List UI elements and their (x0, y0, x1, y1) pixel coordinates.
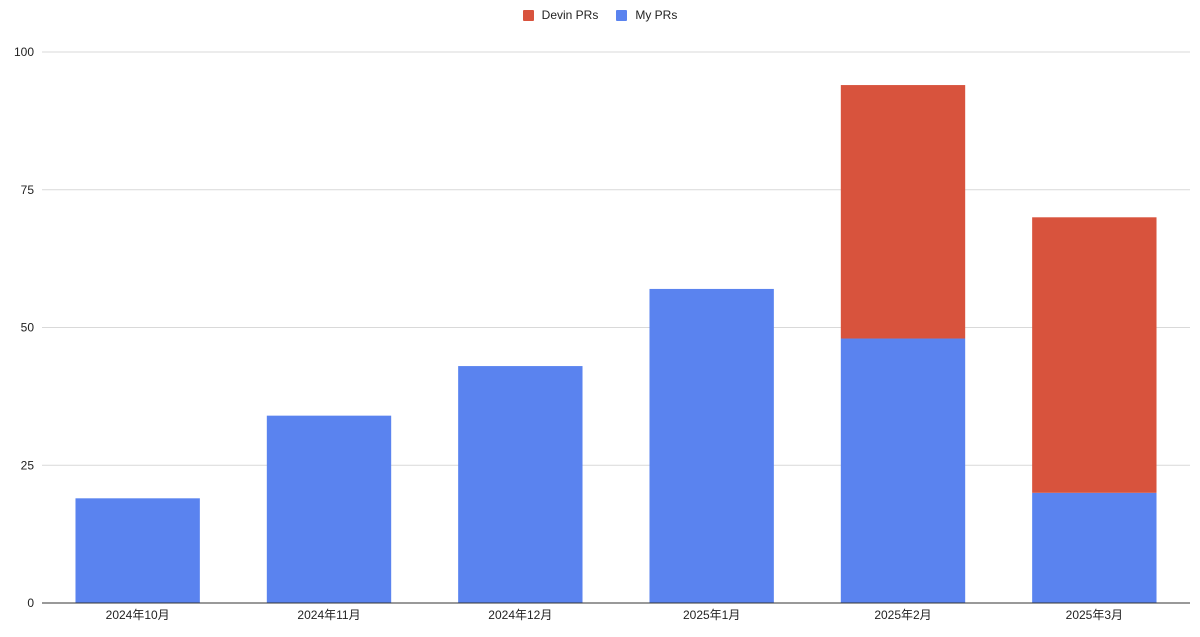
legend-label-my-prs: My PRs (635, 8, 678, 22)
legend-label-devin-prs: Devin PRs (541, 8, 599, 22)
y-tick-label: 50 (21, 321, 35, 335)
legend: Devin PRs My PRs (0, 8, 1200, 22)
y-tick-label: 100 (14, 45, 34, 59)
bar-my-prs (458, 366, 583, 603)
x-tick-label: 2025年3月 (1066, 608, 1123, 622)
x-tick-label: 2025年2月 (874, 608, 931, 622)
x-tick-label: 2024年11月 (297, 608, 360, 622)
legend-item-my-prs: My PRs (616, 8, 677, 22)
y-tick-label: 25 (21, 458, 35, 472)
legend-swatch-devin-prs (522, 9, 534, 21)
bar-my-prs (1032, 492, 1157, 603)
x-tick-label: 2025年1月 (683, 608, 740, 622)
legend-item-devin-prs: Devin PRs (522, 8, 599, 22)
bar-devin-prs (1032, 217, 1157, 493)
x-tick-label: 2024年10月 (106, 608, 170, 622)
y-tick-label: 75 (21, 183, 35, 197)
bar-my-prs (649, 288, 774, 603)
bar-devin-prs (840, 85, 966, 339)
x-tick-label: 2024年12月 (488, 608, 552, 622)
y-tick-label: 0 (27, 596, 34, 610)
bar-my-prs (266, 415, 392, 603)
legend-swatch-my-prs (616, 9, 628, 21)
bar-my-prs (75, 498, 200, 603)
bar-my-prs (840, 338, 966, 603)
